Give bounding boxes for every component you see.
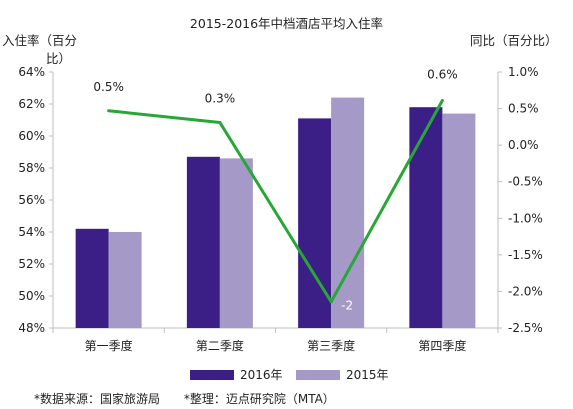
y-left-tick-label: 50%: [18, 289, 45, 303]
y-right-tick-label: -2.5%: [508, 321, 543, 335]
y-left-tick-label: 60%: [18, 129, 45, 143]
y-axis-left-label-line2: 比）: [46, 51, 72, 66]
yoy-data-label-1: 0.5%: [93, 80, 124, 94]
yoy-data-label-4: 0.6%: [427, 68, 458, 82]
y-left-tick-label: 62%: [18, 97, 45, 111]
yoy-point-1: [107, 109, 111, 113]
y-right-tick-label: 1.0%: [508, 65, 539, 79]
legend-label-2016: 2016年: [240, 368, 283, 382]
x-tick-label: 第一季度: [85, 338, 133, 353]
yoy-line: [108, 99, 444, 304]
yoy-point-4: [440, 99, 444, 103]
y-left-tick-label: 52%: [18, 257, 45, 271]
legend-label-2015: 2015年: [346, 368, 389, 382]
bar-2016-3: [298, 118, 332, 329]
yoy-data-label-3: -2: [341, 299, 353, 313]
legend-swatch-2016: [190, 369, 234, 380]
bar-2016-4: [409, 107, 443, 328]
y-left-tick-label: 56%: [18, 193, 45, 207]
legend-swatch-2015: [296, 369, 340, 380]
y-right-tick-label: -0.5%: [508, 175, 543, 189]
yoy-point-2: [218, 120, 222, 124]
y-axis-right-label: 同比（百分比）: [470, 33, 558, 48]
yoy-data-label-2: 0.3%: [205, 91, 236, 105]
x-tick-label: 第四季度: [418, 338, 466, 353]
bar-2015-2: [219, 158, 253, 328]
legend-item-2016: 2016年: [190, 366, 283, 383]
footer-compiled: *整理：迈点研究院（MTA）: [183, 392, 335, 406]
bar-2015-1: [108, 232, 142, 328]
y-left-tick-label: 64%: [18, 65, 45, 79]
y-right-tick-label: 0.5%: [508, 102, 539, 116]
y-right-tick-label: 0.0%: [508, 138, 539, 152]
y-right-tick-label: -1.5%: [508, 248, 543, 262]
chart-title: 2015-2016年中档酒店平均入住率: [189, 16, 384, 31]
legend-item-2015: 2015年: [296, 366, 389, 383]
bar-2016-1: [75, 228, 109, 328]
bar-2016-2: [186, 156, 220, 328]
y-axis-left-label-line1: 入住率（百分: [2, 33, 78, 48]
y-right-tick-label: -1.0%: [508, 211, 543, 225]
y-left-tick-label: 48%: [18, 321, 45, 335]
x-tick-label: 第二季度: [196, 338, 244, 353]
y-right-tick-label: -2.0%: [508, 284, 543, 298]
x-tick-label: 第三季度: [307, 338, 355, 353]
footer: *数据来源：国家旅游局 *整理：迈点研究院（MTA）: [34, 390, 355, 407]
y-left-tick-label: 54%: [18, 225, 45, 239]
bar-2015-4: [442, 113, 476, 328]
footer-source: *数据来源：国家旅游局: [34, 392, 161, 406]
y-left-tick-label: 58%: [18, 161, 45, 175]
yoy-point-3: [329, 300, 333, 304]
